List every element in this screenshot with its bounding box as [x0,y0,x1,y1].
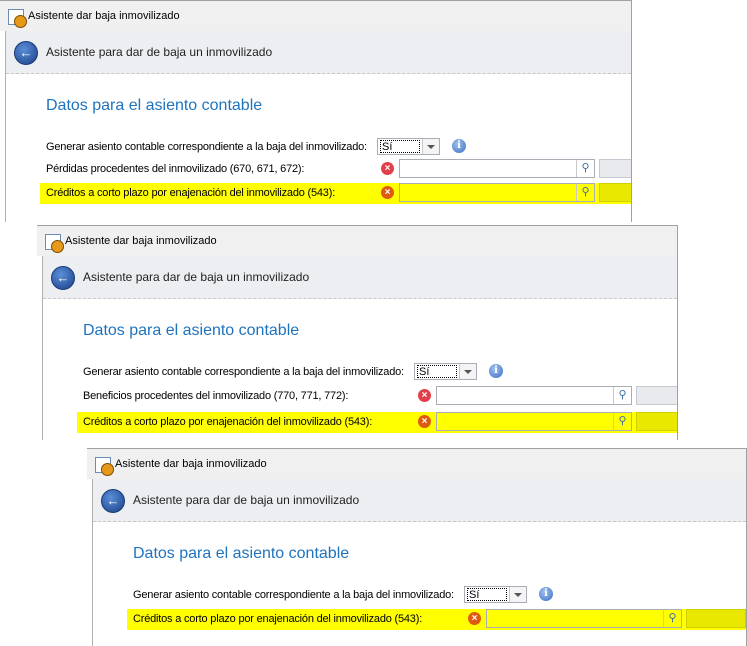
section-title: Datos para el asiento contable [133,545,350,562]
account-label: Créditos a corto plazo por enajenación d… [46,187,336,199]
account-row: Créditos a corto plazo por enajenación d… [77,412,677,433]
section-title: Datos para el asiento contable [46,97,263,114]
title-bar: Asistente dar baja inmovilizado [0,1,631,31]
generate-entry-row: Generar asiento contable correspondiente… [6,137,631,158]
generate-entry-row: Generar asiento contable correspondiente… [43,362,677,383]
title-bar: Asistente dar baja inmovilizado [37,226,677,256]
wizard-header-title: Asistente para dar de baja un inmoviliza… [83,270,310,284]
error-icon: × [381,186,394,199]
account-label: Pérdidas procedentes del inmovilizado (6… [46,163,305,175]
error-icon: × [381,162,394,175]
search-icon[interactable]: ⚲ [576,184,594,201]
account-label: Créditos a corto plazo por enajenación d… [83,416,373,428]
wizard-header: ← Asistente para dar de baja un inmoviliz… [43,256,677,299]
selected-value: Sí [380,140,420,153]
wizard-content: ← Asistente para dar de baja un inmoviliz… [5,31,631,222]
wizard-header-title: Asistente para dar de baja un inmoviliza… [133,493,360,507]
error-icon: × [418,389,431,402]
account-description [599,183,631,202]
title-bar: Asistente dar baja inmovilizado [87,449,746,479]
back-arrow-icon[interactable]: ← [51,266,75,290]
selected-value: Sí [467,588,507,601]
wizard-header: ← Asistente para dar de baja un inmoviliz… [93,479,746,522]
section-title: Datos para el asiento contable [83,322,300,339]
generate-entry-row: Generar asiento contable correspondiente… [93,585,746,606]
account-label: Créditos a corto plazo por enajenación d… [133,613,423,625]
account-description [599,159,631,178]
wizard-content: ← Asistente para dar de baja un inmoviliz… [42,256,677,440]
wizard-window: Asistente dar baja inmovilizado ← Asistent… [87,448,747,646]
generate-entry-label: Generar asiento contable correspondiente… [83,366,404,378]
chevron-down-icon[interactable] [422,139,439,154]
chevron-down-icon[interactable] [509,587,526,602]
account-row: Beneficios procedentes del inmovilizado … [43,386,677,407]
account-input[interactable]: ⚲ [436,412,632,431]
account-label: Beneficios procedentes del inmovilizado … [83,390,349,402]
window-title: Asistente dar baja inmovilizado [115,458,267,470]
info-icon[interactable]: i [539,587,553,601]
wizard-header-title: Asistente para dar de baja un inmoviliza… [46,45,273,59]
account-input[interactable]: ⚲ [486,609,682,628]
account-input[interactable]: ⚲ [399,183,595,202]
wizard-window: Asistente dar baja inmovilizado ← Asistent… [37,225,678,440]
back-arrow-icon[interactable]: ← [14,41,38,65]
search-icon[interactable]: ⚲ [613,387,631,404]
wizard-content: ← Asistente para dar de baja un inmoviliz… [92,479,746,646]
wizard-header: ← Asistente para dar de baja un inmoviliz… [6,31,631,74]
chevron-down-icon[interactable] [459,364,476,379]
error-icon: × [468,612,481,625]
wizard-clock-icon [95,457,114,476]
wizard-window: Asistente dar baja inmovilizado ← Asistent… [0,0,632,222]
window-title: Asistente dar baja inmovilizado [65,235,217,247]
generate-entry-select[interactable]: Sí [414,363,477,380]
search-icon[interactable]: ⚲ [576,160,594,177]
generate-entry-select[interactable]: Sí [377,138,440,155]
window-title: Asistente dar baja inmovilizado [28,10,180,22]
wizard-clock-icon [45,234,64,253]
back-arrow-icon[interactable]: ← [101,489,125,513]
wizard-clock-icon [8,9,27,28]
account-input[interactable]: ⚲ [436,386,632,405]
account-row: Pérdidas procedentes del inmovilizado (6… [6,159,631,180]
info-icon[interactable]: i [452,139,466,153]
error-icon: × [418,415,431,428]
info-icon[interactable]: i [489,364,503,378]
account-input[interactable]: ⚲ [399,159,595,178]
generate-entry-select[interactable]: Sí [464,586,527,603]
generate-entry-label: Generar asiento contable correspondiente… [46,141,367,153]
account-row: Créditos a corto plazo por enajenación d… [127,609,746,630]
account-row: Créditos a corto plazo por enajenación d… [40,183,631,204]
account-description [686,609,746,628]
search-icon[interactable]: ⚲ [663,610,681,627]
account-description [636,386,677,405]
generate-entry-label: Generar asiento contable correspondiente… [133,589,454,601]
account-description [636,412,677,431]
search-icon[interactable]: ⚲ [613,413,631,430]
selected-value: Sí [417,365,457,378]
